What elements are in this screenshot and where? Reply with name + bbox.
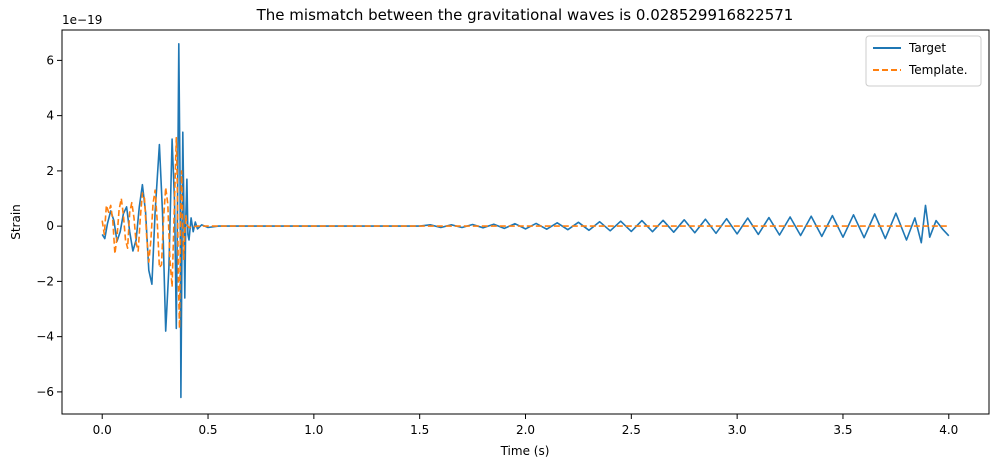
y-tick-label: 0 xyxy=(46,219,54,233)
x-axis: 0.0 0.5 1.0 1.5 2.0 2.5 3.0 3.5 4.0 xyxy=(93,414,958,437)
x-axis-label: Time (s) xyxy=(500,444,550,458)
x-tick-label: 3.0 xyxy=(728,423,747,437)
y-axis: −6 −4 −2 0 2 4 6 xyxy=(36,53,62,399)
y-tick-label: 4 xyxy=(46,109,54,123)
y-axis-label: Strain xyxy=(9,204,23,240)
x-tick-label: 1.5 xyxy=(410,423,429,437)
y-tick-label: 6 xyxy=(46,53,54,67)
x-tick-label: 4.0 xyxy=(939,423,958,437)
chart-title: The mismatch between the gravitational w… xyxy=(256,6,794,24)
x-tick-label: 0.0 xyxy=(93,423,112,437)
x-tick-label: 3.5 xyxy=(833,423,852,437)
x-tick-label: 0.5 xyxy=(198,423,217,437)
x-tick-label: 1.0 xyxy=(304,423,323,437)
y-tick-label: −4 xyxy=(36,330,54,344)
series-line-1 xyxy=(101,136,949,330)
legend-label-target: Target xyxy=(908,41,946,55)
legend-label-template: Template. xyxy=(908,63,968,77)
y-tick-label: 2 xyxy=(46,164,54,178)
x-tick-label: 2.5 xyxy=(622,423,641,437)
series-group xyxy=(101,42,950,399)
y-tick-label: −2 xyxy=(36,274,54,288)
y-tick-label: −6 xyxy=(36,385,54,399)
legend: Target Template. xyxy=(865,35,982,87)
series-line-0 xyxy=(101,42,950,399)
x-tick-label: 2.0 xyxy=(516,423,535,437)
y-offset-label: 1e−19 xyxy=(62,13,102,27)
